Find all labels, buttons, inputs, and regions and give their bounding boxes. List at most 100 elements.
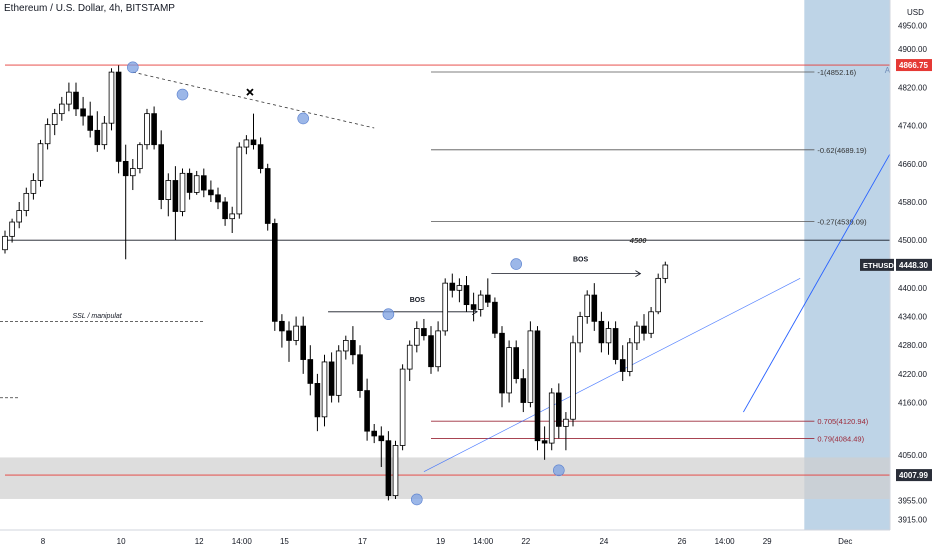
candle (477, 294, 484, 310)
candle (229, 213, 236, 220)
candle (421, 328, 427, 337)
candle (321, 361, 328, 418)
candle (655, 277, 661, 313)
candle (271, 223, 278, 322)
candle (314, 383, 321, 418)
level-label-6: 0.705(4120.94) (817, 417, 868, 426)
price-axis-bg (890, 0, 932, 550)
candle (243, 139, 250, 148)
candle (250, 139, 257, 146)
candle (627, 342, 633, 372)
annotation-bos: BOS (410, 297, 426, 304)
swing-point-marker (127, 61, 139, 74)
candle (279, 320, 285, 332)
candle (463, 285, 470, 306)
candle (413, 328, 420, 346)
candle (435, 330, 441, 368)
x-tick-label: 14:00 (473, 537, 494, 546)
candle (286, 330, 292, 341)
candle (399, 368, 406, 446)
candle (641, 325, 647, 334)
candle (172, 180, 179, 212)
price-badge-2 (896, 469, 932, 482)
price-badge-1 (896, 258, 932, 271)
candle (51, 113, 58, 126)
candle (328, 361, 335, 396)
x-tick-label: 26 (678, 537, 687, 546)
candle (300, 325, 306, 360)
candle (80, 108, 86, 117)
candle (442, 282, 448, 332)
candle (222, 201, 228, 220)
x-tick-label: 12 (195, 537, 204, 546)
candle (16, 210, 22, 223)
candle (662, 264, 669, 279)
x-tick-label: 17 (358, 537, 367, 546)
candle (378, 435, 385, 442)
candle (392, 445, 399, 497)
uptrend-line (423, 278, 801, 473)
x-mark (246, 88, 254, 96)
annotation-ssl: SSL / manipulat (72, 313, 122, 320)
y-tick-label: 4340.00 (898, 313, 927, 322)
candle (470, 304, 477, 310)
candle (151, 113, 157, 146)
y-tick-label: 4400.00 (898, 284, 927, 293)
candle (87, 115, 94, 131)
price-badge-0 (896, 59, 932, 72)
x-tick-label: 19 (436, 537, 445, 546)
candle (563, 418, 569, 427)
candle (73, 91, 79, 110)
downtrend-line (132, 71, 375, 129)
candle (456, 285, 463, 291)
candle (137, 144, 143, 169)
candle (37, 143, 44, 181)
candle (520, 378, 527, 403)
candle (598, 320, 605, 344)
candle (9, 221, 15, 237)
projection-line (743, 149, 893, 413)
candle (215, 194, 221, 203)
candle (165, 180, 172, 200)
y-tick-label: 4050.00 (898, 451, 927, 460)
x-tick-label: 22 (521, 537, 530, 546)
price-badge-label-1: 4448.30 (899, 261, 928, 270)
x-tick-label: 15 (280, 537, 289, 546)
candles (2, 65, 669, 501)
candle (335, 350, 342, 396)
level-label-7: 0.79(4084.49) (817, 435, 864, 444)
y-tick-label: 4900.00 (898, 45, 927, 54)
x-tick-label: 10 (117, 537, 126, 546)
time-axis-bg (0, 530, 932, 550)
y-tick-label: 4950.00 (898, 21, 927, 30)
y-tick-label: 4660.00 (898, 160, 927, 169)
candle (534, 330, 541, 442)
swing-point-marker (410, 493, 423, 506)
symbol-tag-bg (860, 258, 894, 271)
x-tick-label: Dec (838, 537, 852, 546)
candle (605, 328, 612, 344)
candle (264, 168, 271, 224)
candle (556, 392, 562, 427)
candle (548, 392, 555, 444)
candle (591, 294, 598, 322)
candle (350, 340, 356, 356)
candle (506, 347, 512, 394)
candle (449, 282, 456, 291)
candle (492, 301, 498, 334)
candle (44, 124, 51, 145)
annotation-bos: BOS (573, 257, 589, 264)
candle (364, 390, 370, 432)
demand-zone (0, 457, 890, 499)
level-label-3: -1(4852.16) (817, 68, 856, 77)
candle (66, 91, 72, 105)
x-tick-label: 14:00 (715, 537, 736, 546)
chart-title: Ethereum / U.S. Dollar, 4h, BITSTAMP (4, 3, 175, 14)
y-tick-label: 4220.00 (898, 370, 927, 379)
candle (186, 172, 193, 193)
candle (30, 180, 37, 194)
candle (108, 71, 115, 124)
candle (200, 175, 207, 191)
candle (257, 144, 264, 169)
